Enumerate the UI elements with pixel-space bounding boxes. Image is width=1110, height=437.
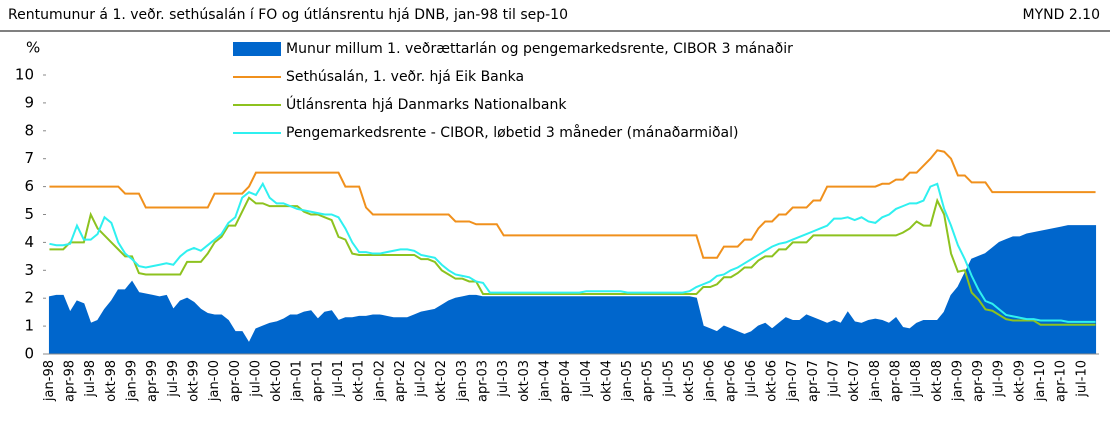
x-tick-label: apr-06 — [723, 360, 738, 402]
x-tick-label: jan-07 — [785, 360, 800, 402]
x-tick-label: jan-02 — [372, 360, 387, 402]
x-tick-label: jan-05 — [620, 360, 635, 402]
x-tick-label: okt-01 — [352, 360, 367, 402]
x-tick-label: apr-10 — [1054, 360, 1069, 402]
area — [48, 225, 1097, 355]
figure-label: MYND 2.10 — [1022, 7, 1100, 23]
x-tick-label: apr-09 — [971, 360, 986, 402]
x-tick-label: okt-04 — [599, 360, 614, 402]
x-tick-label: apr-03 — [476, 360, 491, 402]
x-tick-label: jan-04 — [537, 360, 552, 402]
line — [49, 149, 1096, 259]
x-tick-label: apr-02 — [393, 360, 408, 402]
x-tick-label: jan-03 — [455, 360, 470, 402]
x-tick-label: okt-99 — [186, 360, 201, 402]
x-tick-label: apr-08 — [888, 360, 903, 402]
x-tick-label: jul-07 — [827, 360, 842, 398]
x-tick-label: okt-06 — [765, 360, 780, 402]
x-tick-label: apr-07 — [806, 360, 821, 402]
x-tick-label: jul-10 — [1074, 360, 1089, 398]
x-tick-label: jul-06 — [744, 360, 759, 398]
x-tick-label: okt-05 — [682, 360, 697, 402]
legend-swatch — [233, 42, 281, 56]
x-tick-label: jul-08 — [909, 360, 924, 398]
x-tick-label: jan-08 — [868, 360, 883, 402]
x-tick-label: jan-06 — [703, 360, 718, 402]
x-tick-label: apr-99 — [145, 360, 160, 402]
x-tick-label: okt-09 — [1012, 360, 1027, 402]
legend-label: Útlánsrenta hjá Danmarks Nationalbank — [286, 95, 567, 113]
x-tick-label: jan-00 — [207, 360, 222, 402]
x-tick-label: jul-04 — [579, 360, 594, 398]
x-tick-label: okt-07 — [847, 360, 862, 402]
x-tick-label: jan-09 — [950, 360, 965, 402]
x-tick-label: jul-98 — [83, 360, 98, 398]
line — [49, 196, 1096, 326]
x-tick-label: jan-99 — [125, 360, 140, 402]
y-tick-label: 5 — [24, 205, 34, 223]
y-tick-label: 4 — [24, 233, 34, 251]
legend-label: Sethúsalán, 1. veðr. hjá Eik Banka — [286, 69, 524, 85]
x-tick-label: okt-03 — [517, 360, 532, 402]
x-tick-label: apr-00 — [228, 360, 243, 402]
x-tick-label: jul-01 — [331, 360, 346, 398]
x-tick-label: okt-98 — [104, 360, 119, 402]
x-tick-label: jul-03 — [496, 360, 511, 398]
line — [49, 181, 1096, 323]
y-tick-label: 9 — [24, 93, 34, 111]
x-tick-label: jan-01 — [290, 360, 305, 402]
x-tick-label: jan-10 — [1033, 360, 1048, 402]
x-tick-label: okt-00 — [269, 360, 284, 402]
y-tick-label: 3 — [24, 261, 34, 279]
y-unit: % — [26, 39, 40, 57]
x-tick-label: jul-09 — [992, 360, 1007, 398]
y-tick-label: 1 — [24, 317, 34, 335]
x-tick-label: okt-08 — [930, 360, 945, 402]
x-tick-label: jul-02 — [414, 360, 429, 398]
y-tick-label: 7 — [24, 149, 34, 167]
y-tick-label: 0 — [24, 345, 34, 363]
x-tick-label: apr-98 — [63, 360, 78, 402]
x-tick-label: apr-01 — [310, 360, 325, 402]
x-tick-label: apr-04 — [558, 360, 573, 402]
y-tick-label: 6 — [24, 177, 34, 195]
y-tick-label: 10 — [15, 66, 34, 84]
x-tick-label: jan-98 — [42, 360, 57, 402]
chart-title: Rentumunur á 1. veðr. sethúsalán í FO og… — [8, 7, 568, 23]
legend-label: Pengemarkedsrente - CIBOR, løbetid 3 mån… — [286, 124, 738, 141]
x-tick-label: apr-05 — [641, 360, 656, 402]
y-tick-label: 2 — [24, 289, 34, 307]
x-tick-label: okt-02 — [434, 360, 449, 402]
x-tick-label: jul-99 — [166, 360, 181, 398]
y-tick-label: 8 — [24, 121, 34, 139]
x-tick-label: jul-00 — [248, 360, 263, 398]
x-tick-label: jul-05 — [661, 360, 676, 398]
legend-label: Munur millum 1. veðrættarlán og pengemar… — [286, 41, 793, 57]
